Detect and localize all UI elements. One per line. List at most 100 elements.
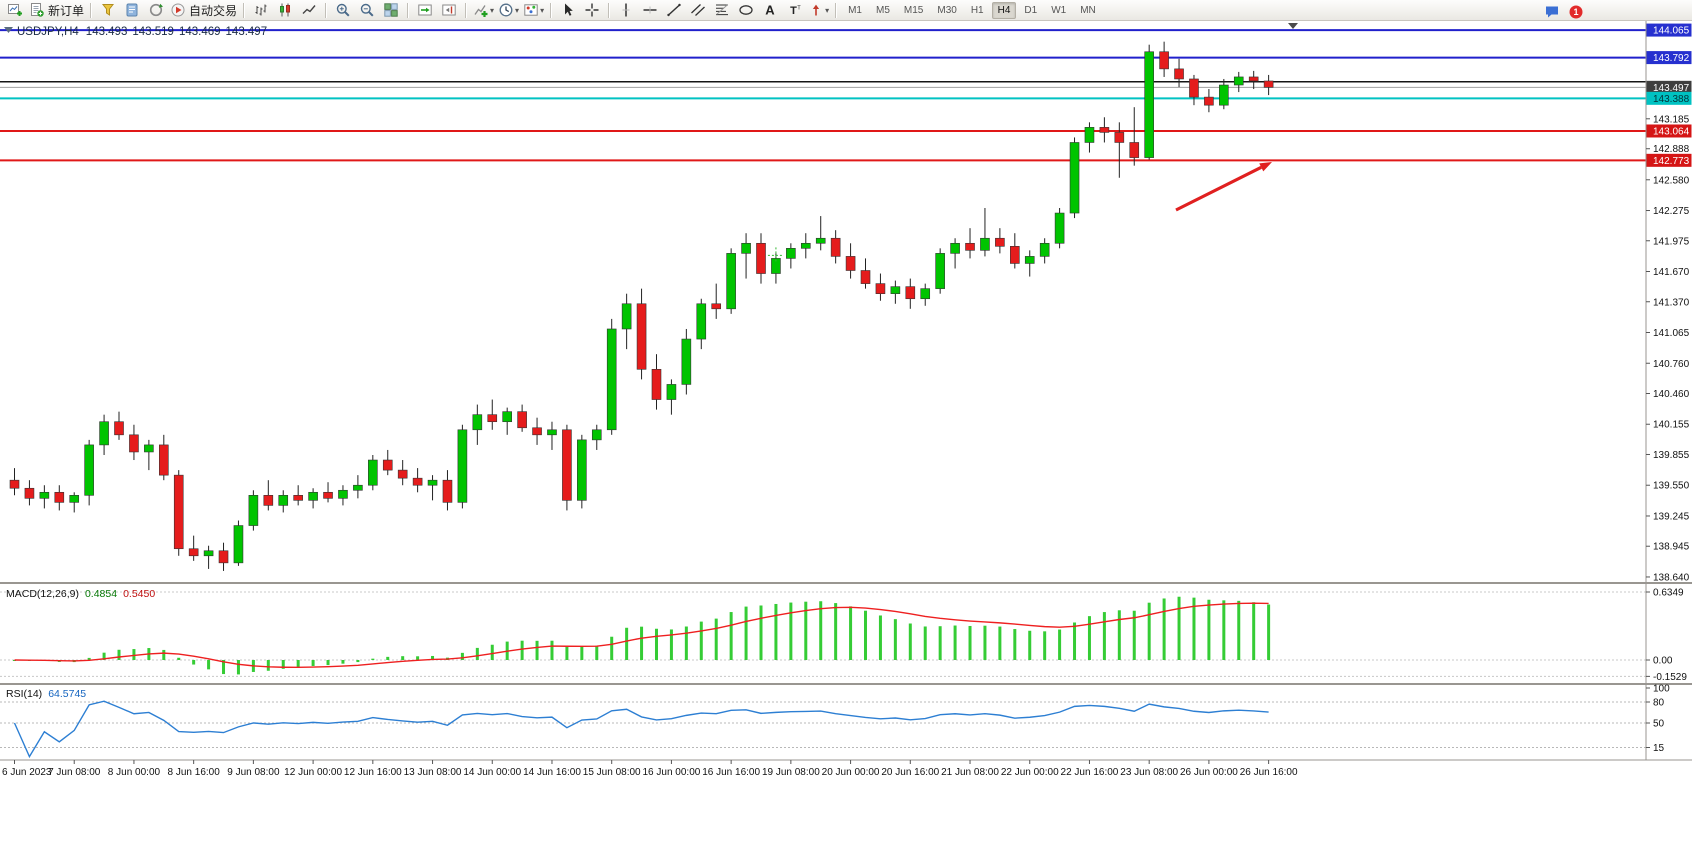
timeframe-d1-button[interactable]: D1 xyxy=(1024,4,1038,16)
timeframe-w1-button[interactable]: W1 xyxy=(1051,4,1067,16)
candle-body xyxy=(54,491,65,503)
timeframe-m1-button[interactable]: M1 xyxy=(848,4,862,16)
trendline-tool-button[interactable] xyxy=(663,0,685,21)
arrow-annotation-head[interactable] xyxy=(1259,162,1272,172)
chart-shift-button[interactable] xyxy=(438,0,460,21)
candle-body xyxy=(562,429,572,501)
candle xyxy=(248,490,259,531)
candlestick-mode-button[interactable] xyxy=(274,0,296,21)
macd-histogram-bar xyxy=(699,621,703,660)
candle-body xyxy=(980,237,990,251)
timeframe-m5-button[interactable]: M5 xyxy=(876,4,890,16)
cursor-button[interactable] xyxy=(557,0,579,21)
candle xyxy=(502,407,512,435)
vertical-line-tool-button[interactable] xyxy=(615,0,637,21)
arrow-annotation[interactable] xyxy=(1175,165,1262,212)
candle xyxy=(1219,78,1229,110)
price-tick-label: 138.640 xyxy=(1653,572,1690,583)
dropdown-arrow-icon[interactable]: ▾ xyxy=(540,5,545,15)
candle xyxy=(457,424,468,509)
notifications-button[interactable]: 1 xyxy=(1565,1,1587,22)
templates-button[interactable]: ▾ xyxy=(522,0,545,21)
price-scale[interactable] xyxy=(1647,21,1692,760)
cross-marker xyxy=(767,247,784,264)
macd-histogram-bar xyxy=(744,606,748,660)
macd-scale-label: 0.6349 xyxy=(1653,588,1684,599)
label-tool-button[interactable]: T xyxy=(783,0,805,21)
candle-body xyxy=(69,495,80,503)
timeframe-h4-button[interactable]: H4 xyxy=(991,1,1017,19)
periods-button[interactable]: ▾ xyxy=(497,0,520,21)
candle-body xyxy=(1114,132,1125,143)
macd-histogram-bar xyxy=(1252,602,1256,660)
rsi-line xyxy=(13,700,1269,759)
timeframe-h1-button[interactable]: H1 xyxy=(970,4,984,16)
macd-scale-label: 0.00 xyxy=(1653,656,1673,667)
candle-body xyxy=(800,242,811,249)
svg-text:T: T xyxy=(790,5,797,17)
shapes-tool-button[interactable] xyxy=(735,0,757,21)
candle xyxy=(1204,89,1214,113)
price-tick-label: 141.670 xyxy=(1653,267,1690,278)
candle-body xyxy=(1144,51,1154,158)
dropdown-arrow-icon[interactable]: ▾ xyxy=(825,5,830,15)
candle-body xyxy=(606,328,617,431)
macd-label: MACD(12,26,9) 0.4854 0.5450 xyxy=(6,588,155,600)
refresh-button[interactable] xyxy=(145,0,167,21)
timeframe-mn-button[interactable]: MN xyxy=(1080,4,1096,16)
candle-body xyxy=(815,237,826,244)
toolbar-separator xyxy=(407,2,410,18)
channel-tool-button[interactable] xyxy=(687,0,709,21)
candle-body xyxy=(144,444,154,453)
text-tool-button[interactable]: A xyxy=(759,0,781,21)
new-chart-button[interactable] xyxy=(4,0,26,21)
dropdown-arrow-icon[interactable]: ▾ xyxy=(490,5,495,15)
expert-advisors-button[interactable] xyxy=(97,0,119,21)
candle-body xyxy=(860,270,871,284)
candle-body xyxy=(457,429,468,503)
macd-histogram-bar xyxy=(968,625,972,660)
bar-chart-mode-button[interactable] xyxy=(250,0,272,21)
price-badge-label: 143.388 xyxy=(1653,94,1690,105)
crosshair-button[interactable] xyxy=(581,0,603,21)
candle-body xyxy=(1054,212,1065,244)
fibonacci-tool-button[interactable] xyxy=(711,0,733,21)
new-order-button[interactable]: 新订单 xyxy=(28,0,85,21)
candle xyxy=(666,379,677,415)
one-click-trading-toggle[interactable] xyxy=(4,27,13,33)
rsi-scale-label: 100 xyxy=(1653,684,1670,695)
candle xyxy=(786,243,796,269)
indicators-button[interactable]: ▾ xyxy=(472,0,495,21)
line-chart-mode-button[interactable] xyxy=(298,0,320,21)
arrow-tool-button[interactable]: ▾ xyxy=(807,0,830,21)
macd-histogram-bar xyxy=(1058,629,1062,660)
chart-shift-marker[interactable] xyxy=(1288,23,1298,29)
candle xyxy=(890,280,901,304)
candle-body xyxy=(24,487,35,499)
candle-body xyxy=(995,237,1005,247)
time-tick-label: 20 Jun 16:00 xyxy=(881,767,939,778)
auto-scroll-icon xyxy=(418,4,432,16)
macd-histogram-bar xyxy=(983,625,987,660)
zoom-in-button[interactable] xyxy=(332,0,354,21)
chart-canvas[interactable]: 143.185 142.888 142.580 142.275 141.975 141.6… xyxy=(0,21,1692,844)
zoom-out-button[interactable] xyxy=(356,0,378,21)
community-button[interactable] xyxy=(1541,1,1563,22)
timeframe-m30-button[interactable]: M30 xyxy=(937,4,957,16)
candle-body xyxy=(278,495,289,506)
candle xyxy=(9,468,20,496)
new-order-label: 新订单 xyxy=(48,3,85,18)
autotrading-button[interactable]: 自动交易 xyxy=(169,0,238,21)
chart-plot-area[interactable] xyxy=(0,21,1692,844)
horizontal-line-tool-button[interactable] xyxy=(639,0,661,21)
auto-scroll-button[interactable] xyxy=(414,0,436,21)
dropdown-arrow-icon[interactable]: ▾ xyxy=(515,5,520,15)
macd-histogram-bar xyxy=(117,649,121,660)
time-tick-label: 21 Jun 08:00 xyxy=(941,767,999,778)
price-tick-label: 142.275 xyxy=(1653,206,1690,217)
time-tick-label: 6 Jun 2023 xyxy=(2,767,52,778)
timeframe-m15-button[interactable]: M15 xyxy=(903,4,924,16)
tile-windows-button[interactable] xyxy=(380,0,402,21)
macd-histogram-bar xyxy=(759,605,763,660)
scripts-button[interactable] xyxy=(121,0,143,21)
